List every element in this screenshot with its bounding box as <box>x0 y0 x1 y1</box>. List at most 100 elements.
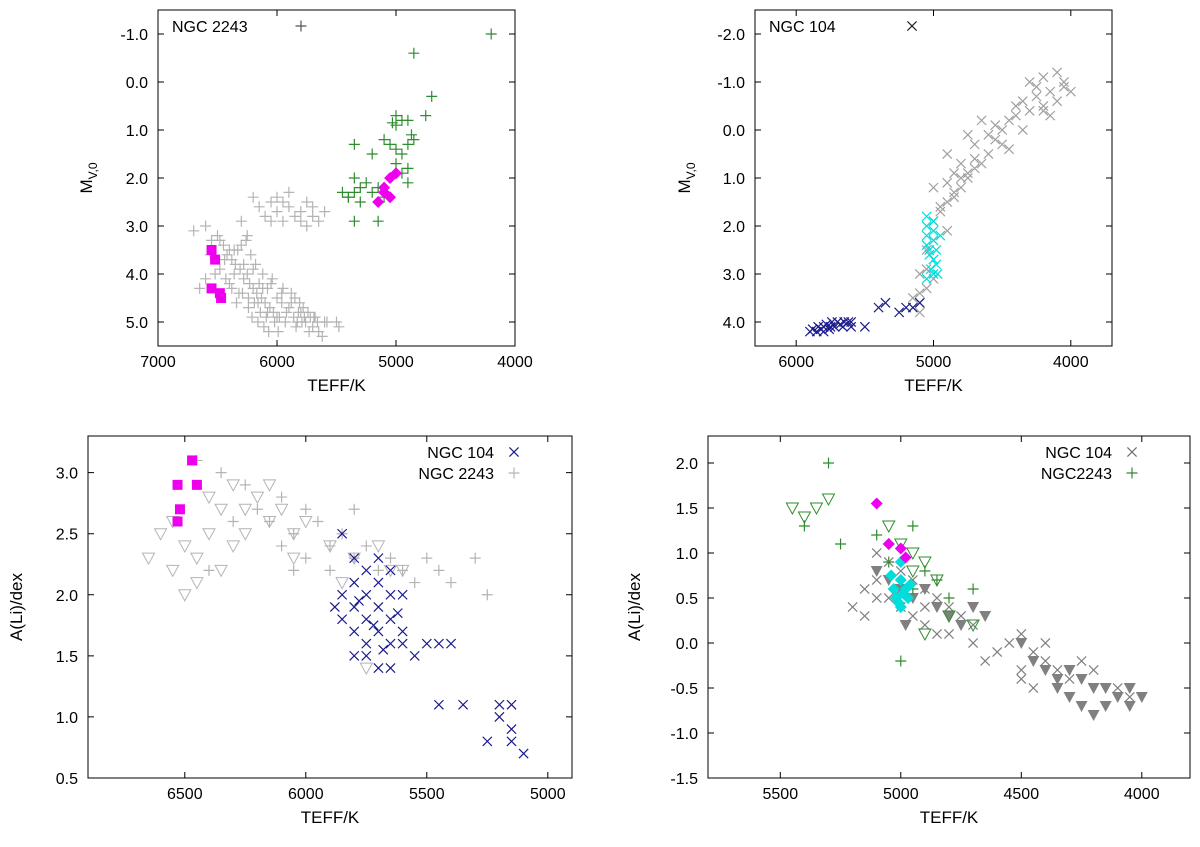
data-point <box>883 556 895 568</box>
data-point <box>928 225 939 236</box>
data-point <box>919 565 931 577</box>
data-point <box>277 215 289 227</box>
data-point <box>252 316 264 328</box>
data-point <box>1003 144 1015 155</box>
data-point <box>378 134 390 146</box>
x-tick-label: 6000 <box>259 354 295 371</box>
data-point <box>921 220 932 232</box>
data-point <box>918 628 932 642</box>
data-point <box>494 699 505 710</box>
y-tick-label: 0.0 <box>126 75 148 92</box>
x-tick-label: 5000 <box>916 354 952 371</box>
data-point <box>826 316 837 328</box>
data-point <box>214 564 228 578</box>
data-point <box>1017 124 1028 136</box>
y-tick-label: 3.0 <box>723 267 745 284</box>
legend-label: NGC 104 <box>427 445 494 462</box>
data-point <box>172 479 183 490</box>
panel-1: 7000 6000 5000 4000 -1.0 0.0 1.0 2.0 3.0 4.0 5.0 TE… <box>77 9 533 395</box>
data-point <box>368 620 379 631</box>
data-point <box>924 244 935 256</box>
data-point <box>821 493 836 507</box>
y-axis-label: MV,0 <box>675 162 698 193</box>
legend-marker <box>1126 446 1138 458</box>
x-tick-label: 5500 <box>763 786 799 803</box>
data-point <box>269 316 281 328</box>
data-point <box>907 302 918 313</box>
data-point <box>980 655 991 667</box>
data-point <box>276 491 288 503</box>
data-point <box>882 538 895 550</box>
data-point <box>258 321 270 333</box>
data-point <box>385 589 396 600</box>
data-point <box>348 215 360 227</box>
data-point <box>296 316 308 328</box>
x-axis-label: TEFF/K <box>307 376 366 395</box>
data-point <box>907 520 919 532</box>
data-point <box>226 540 241 553</box>
data-point <box>835 538 847 550</box>
data-point <box>153 528 168 541</box>
data-point <box>1087 683 1100 694</box>
data-point <box>919 601 930 613</box>
legend: NGC 104 NGC2243 <box>1041 445 1138 483</box>
data-point <box>969 153 980 164</box>
data-point <box>226 282 238 294</box>
data-point <box>360 540 372 552</box>
y-tick-label: 0.5 <box>676 591 698 608</box>
plot-frame <box>157 9 516 347</box>
data-point <box>245 249 257 261</box>
data-point <box>402 162 414 174</box>
data-point <box>921 264 932 275</box>
data-point <box>349 626 360 637</box>
x-tick-label: 7000 <box>140 354 176 371</box>
data-point <box>172 516 183 527</box>
data-point <box>481 589 493 601</box>
data-point <box>312 516 324 527</box>
y-axis-label: MV,0 <box>77 162 100 193</box>
data-point <box>942 225 953 236</box>
y-axis-label-main: M <box>77 179 96 193</box>
data-point <box>969 163 980 174</box>
data-point <box>928 182 939 193</box>
data-point <box>969 139 980 150</box>
data-point <box>203 564 215 576</box>
data-point <box>885 569 898 582</box>
data-point <box>321 316 333 328</box>
data-point <box>997 139 1008 150</box>
data-point <box>1024 105 1035 116</box>
data-point <box>1111 692 1124 703</box>
data-point <box>165 564 180 578</box>
data-point <box>238 503 253 517</box>
data-point <box>385 614 396 625</box>
y-tick-label: -1.0 <box>670 726 698 743</box>
y-tick-label: 2.0 <box>676 456 698 473</box>
data-point <box>942 196 953 208</box>
data-point <box>899 620 912 631</box>
data-point <box>190 552 204 566</box>
data-point <box>307 201 319 213</box>
data-point <box>1051 683 1064 694</box>
data-point <box>921 240 932 251</box>
y-tick-label: 3.0 <box>126 219 148 236</box>
data-point <box>372 196 385 208</box>
data-point <box>859 583 870 595</box>
data-point <box>212 230 223 242</box>
data-point <box>1052 96 1063 107</box>
data-point <box>286 552 301 566</box>
data-point <box>921 244 932 256</box>
data-point <box>253 201 265 213</box>
data-point <box>469 552 481 564</box>
data-point <box>206 245 217 255</box>
data-point <box>914 268 925 280</box>
data-point <box>928 216 939 227</box>
data-point <box>342 191 354 203</box>
legend-label: NGC 104 <box>769 19 836 36</box>
data-point <box>301 220 313 232</box>
y-tick-label: -1.0 <box>717 75 745 92</box>
x-tick-label: 5000 <box>883 786 919 803</box>
data-point <box>935 206 946 217</box>
data-point <box>221 249 233 261</box>
legend-marker <box>508 446 520 458</box>
data-point <box>361 565 372 576</box>
